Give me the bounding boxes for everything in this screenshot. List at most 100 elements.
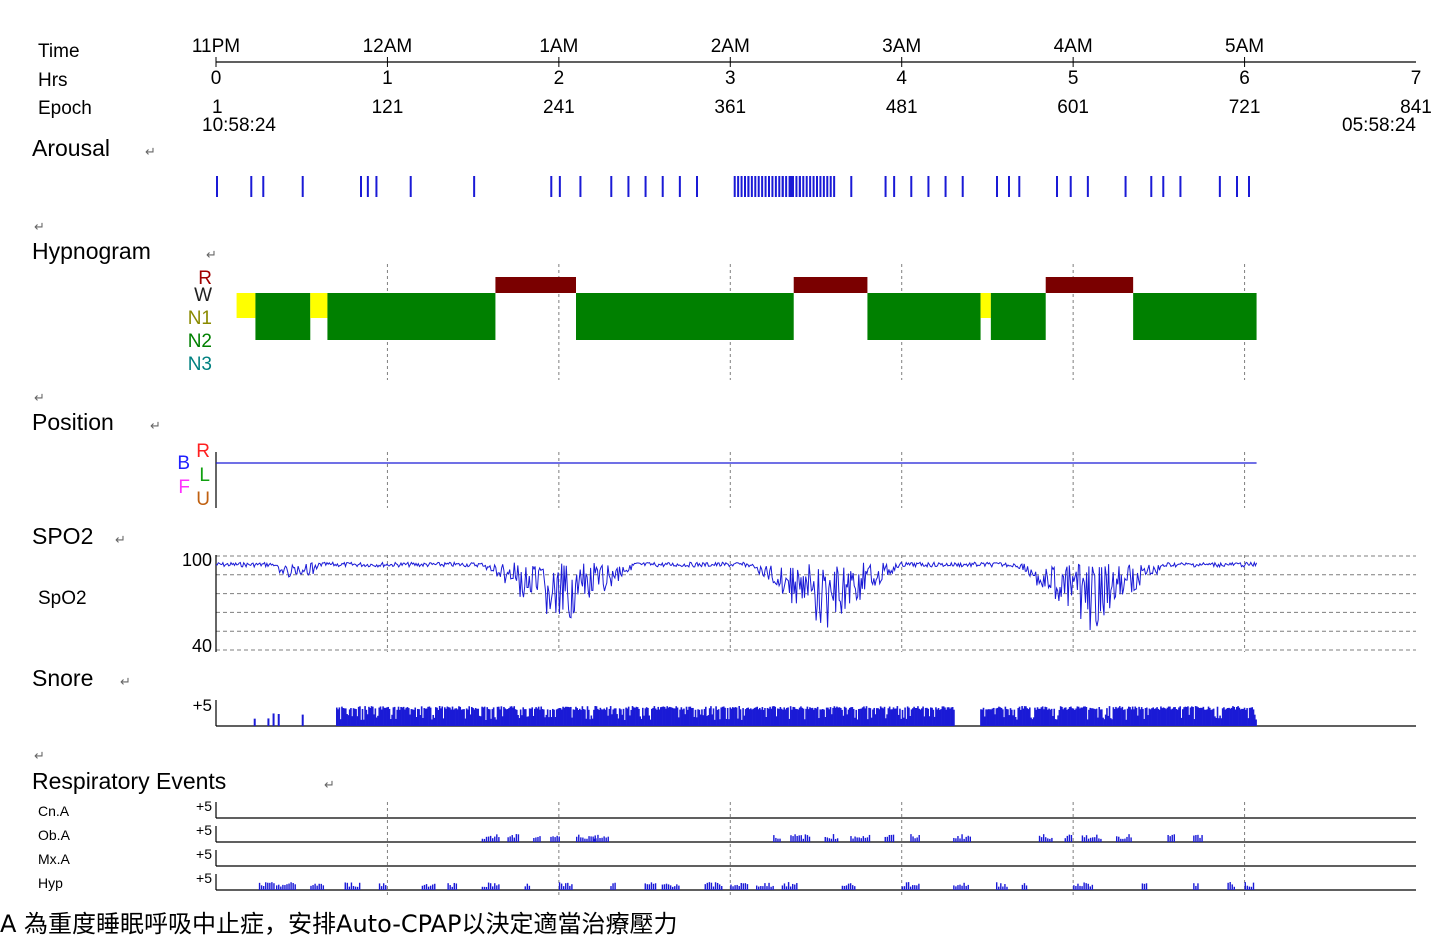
resp-event-mark	[1004, 884, 1006, 890]
arousal-mark	[409, 176, 412, 197]
arousal-mark	[366, 176, 369, 197]
snore-bar	[342, 708, 345, 726]
snore-bar	[903, 717, 905, 726]
resp-event-mark	[892, 834, 895, 842]
resp-event-mark	[866, 837, 869, 842]
snore-bar	[1183, 707, 1185, 726]
snore-bar	[579, 708, 581, 726]
snore-bar	[1178, 707, 1180, 726]
resp-event-mark	[1100, 838, 1102, 842]
resp-event-mark	[843, 885, 846, 890]
snore-bar	[1211, 709, 1214, 726]
snore-bar	[1233, 706, 1236, 726]
snore-bar	[653, 706, 656, 726]
snore-bar	[357, 706, 360, 726]
snore-bar	[922, 706, 924, 726]
arousal-mark	[1236, 176, 1238, 197]
resp-event-mark	[483, 838, 486, 842]
resp-event-mark	[847, 883, 850, 890]
snore-bar	[1129, 707, 1131, 726]
snore-bar	[939, 709, 941, 726]
resp-event-mark	[492, 886, 494, 890]
resp-event-mark	[1092, 837, 1094, 842]
snore-bar	[549, 709, 552, 726]
arousal-mark	[473, 176, 476, 197]
snore-bar	[1236, 707, 1238, 726]
snore-bar	[852, 708, 855, 726]
snore-bar	[1044, 706, 1047, 726]
snore-bar	[1103, 719, 1106, 726]
snore-bar	[670, 707, 672, 726]
resp-event-mark	[590, 836, 592, 842]
snore-bar	[534, 708, 536, 726]
resp-event-mark	[916, 885, 918, 890]
snore-bar	[1153, 708, 1156, 726]
resp-event-mark	[554, 837, 556, 842]
resp-event-mark	[344, 882, 346, 890]
snore-bar	[408, 708, 410, 726]
resp-event-mark	[738, 886, 740, 890]
snore-bar	[842, 715, 845, 726]
snore-bar	[926, 707, 928, 726]
epoch-tick-label: 721	[1229, 97, 1261, 118]
snore-bar	[617, 718, 620, 726]
snore-bar	[994, 714, 996, 726]
snore-bar	[594, 706, 597, 726]
snore-bar	[757, 709, 760, 726]
resp-event-mark	[385, 885, 387, 890]
resp-event-mark	[316, 885, 318, 890]
time-tick-label: 2AM	[711, 36, 750, 57]
resp-event-mark	[580, 837, 582, 842]
arousal-mark	[884, 176, 887, 197]
snore-bar	[883, 706, 886, 726]
snore-bar	[554, 716, 557, 726]
snore-bar	[813, 709, 815, 726]
section-title-position: Position	[32, 409, 114, 435]
snore-bar	[621, 714, 624, 726]
snore-bar	[1170, 709, 1173, 726]
snore-bar	[860, 708, 863, 726]
snore-bar	[999, 707, 1002, 726]
resp-event-mark	[421, 885, 424, 890]
arousal-mark	[1179, 176, 1182, 197]
snore-bar	[1049, 709, 1052, 726]
snore-bar	[652, 707, 654, 726]
resp-event-mark	[280, 886, 282, 890]
snore-bar	[1248, 707, 1251, 726]
resp-event-mark	[864, 837, 867, 842]
snore-bar	[792, 706, 795, 726]
resp-event-mark	[1096, 834, 1098, 842]
arousal-mark	[961, 176, 964, 197]
snore-bar	[741, 719, 743, 726]
row-label-epoch: Epoch	[38, 98, 92, 119]
resp-event-mark	[318, 883, 320, 890]
snore-bar	[1027, 709, 1030, 726]
resp-event-mark	[959, 884, 961, 890]
snore-bar	[877, 708, 879, 726]
hypnogram-segment	[255, 293, 311, 340]
snore-bar	[804, 719, 806, 726]
snore-bar	[692, 707, 694, 726]
resp-event-mark	[560, 883, 563, 890]
snore-bar	[832, 707, 834, 726]
resp-event-mark	[1064, 838, 1066, 842]
resp-event-mark	[595, 838, 597, 842]
snore-bar	[892, 707, 895, 726]
snore-bar	[1070, 706, 1072, 726]
snore-bar	[373, 714, 375, 726]
resp-event-mark	[1002, 886, 1004, 890]
snore-bar	[559, 708, 562, 726]
snore-bar	[595, 706, 598, 726]
resp-event-mark	[485, 836, 488, 842]
arousal-mark	[771, 176, 774, 197]
snore-bar	[796, 709, 798, 726]
snore-bar	[1173, 707, 1175, 726]
snore-bar	[1202, 706, 1205, 726]
snore-bar	[1061, 706, 1063, 726]
snore-bar	[1174, 707, 1176, 726]
snore-bar	[1147, 715, 1149, 726]
snore-bar	[1101, 709, 1103, 726]
arousal-mark	[1008, 176, 1010, 197]
snore-bar	[492, 707, 495, 726]
hypnogram-stage-label: N1	[188, 308, 212, 329]
